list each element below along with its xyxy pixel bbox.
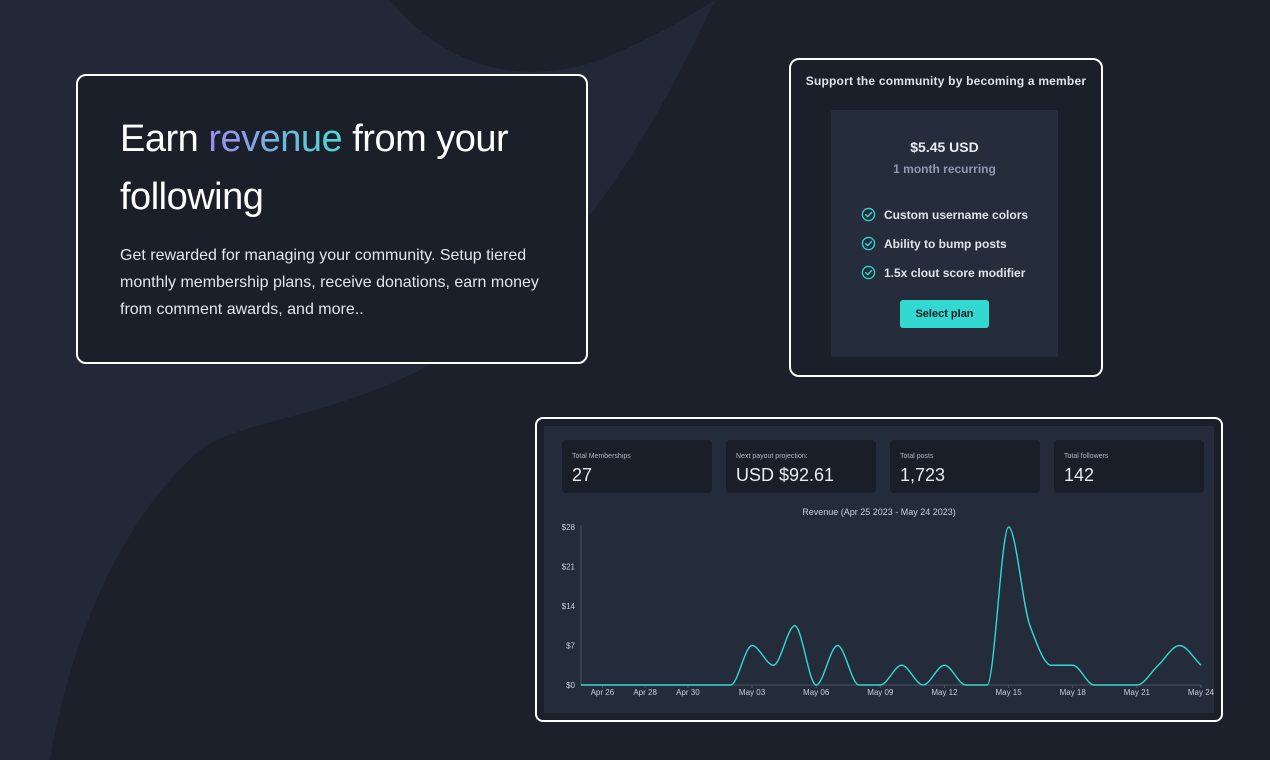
stat-value: 142 xyxy=(1064,465,1095,485)
chart-title: Revenue (Apr 25 2023 - May 24 2023) xyxy=(802,507,956,517)
plan-price: $5.45 USD xyxy=(910,139,979,155)
feature-item: Custom username colors xyxy=(861,200,1028,229)
hero-title-after: from your following xyxy=(120,118,509,218)
x-tick-label: May 03 xyxy=(739,688,766,697)
feature-label: 1.5x clout score modifier xyxy=(884,265,1026,280)
feature-item: Ability to bump posts xyxy=(861,229,1028,258)
y-tick-label: $14 xyxy=(562,602,576,611)
stat-value: USD $92.61 xyxy=(736,465,835,485)
x-tick-label: May 15 xyxy=(995,688,1022,697)
feature-item: 1.5x clout score modifier xyxy=(861,258,1028,287)
y-tick-label: $0 xyxy=(566,681,575,690)
x-axis: Apr 26 Apr 28 Apr 30 May 03 May 06 May 09 May … xyxy=(581,684,1214,697)
x-tick-label: May 06 xyxy=(803,688,830,697)
membership-title: Support the community by becoming a memb… xyxy=(805,74,1087,88)
plan-features: Custom username colors Ability to bump p… xyxy=(861,200,1028,287)
check-circle-icon xyxy=(861,207,876,222)
hero-description: Get rewarded for managing your community… xyxy=(120,247,539,318)
stat-total-memberships: Total Memberships 27 xyxy=(562,440,712,493)
y-axis: $0 $7 $14 $21 $28 xyxy=(562,523,582,690)
plan-card: $5.45 USD 1 month recurring Custom usern… xyxy=(831,110,1058,357)
x-tick-label: Apr 26 xyxy=(591,688,615,697)
hero-title-highlight: revenue xyxy=(208,118,343,160)
y-tick-label: $7 xyxy=(566,642,575,651)
select-plan-button[interactable]: Select plan xyxy=(900,300,989,328)
y-tick-label: $28 xyxy=(562,523,576,532)
stat-label: Next payout projection: xyxy=(736,453,808,460)
feature-label: Ability to bump posts xyxy=(884,236,1007,251)
x-tick-label: May 18 xyxy=(1060,688,1087,697)
stat-label: Total followers xyxy=(1064,453,1109,460)
stat-next-payout: Next payout projection: USD $92.61 xyxy=(726,440,876,493)
check-circle-icon xyxy=(861,236,876,251)
stat-total-posts: Total posts 1,723 xyxy=(890,440,1040,493)
check-circle-icon xyxy=(861,265,876,280)
revenue-chart: $0 $7 $14 $21 $28 Apr 26 Apr 28 Apr 30 May 03 Ma… xyxy=(562,523,1214,697)
y-tick-label: $21 xyxy=(562,563,576,572)
x-tick-label: Apr 30 xyxy=(676,688,700,697)
hero-title: Earn revenue from your following xyxy=(120,110,580,226)
membership-card: Support the community by becoming a memb… xyxy=(789,58,1103,377)
revenue-line xyxy=(581,526,1202,686)
hero-card: Earn revenue from your following Get rew… xyxy=(76,74,588,364)
stat-value: 1,723 xyxy=(900,465,946,485)
x-tick-label: Apr 28 xyxy=(633,688,657,697)
x-tick-label: May 24 xyxy=(1188,688,1214,697)
dashboard-panel: Total Memberships 27 Next payout project… xyxy=(544,426,1214,713)
stat-label: Total Memberships xyxy=(572,453,631,460)
feature-label: Custom username colors xyxy=(884,207,1029,222)
hero-title-before: Earn xyxy=(120,118,199,160)
x-tick-label: May 12 xyxy=(931,688,958,697)
plan-period: 1 month recurring xyxy=(893,162,996,176)
stat-label: Total posts xyxy=(900,453,934,460)
stat-value: 27 xyxy=(572,465,593,485)
stat-total-followers: Total followers 142 xyxy=(1054,440,1204,493)
x-tick-label: May 21 xyxy=(1124,688,1151,697)
dashboard-card: Total Memberships 27 Next payout project… xyxy=(535,417,1223,722)
x-tick-label: May 09 xyxy=(867,688,894,697)
